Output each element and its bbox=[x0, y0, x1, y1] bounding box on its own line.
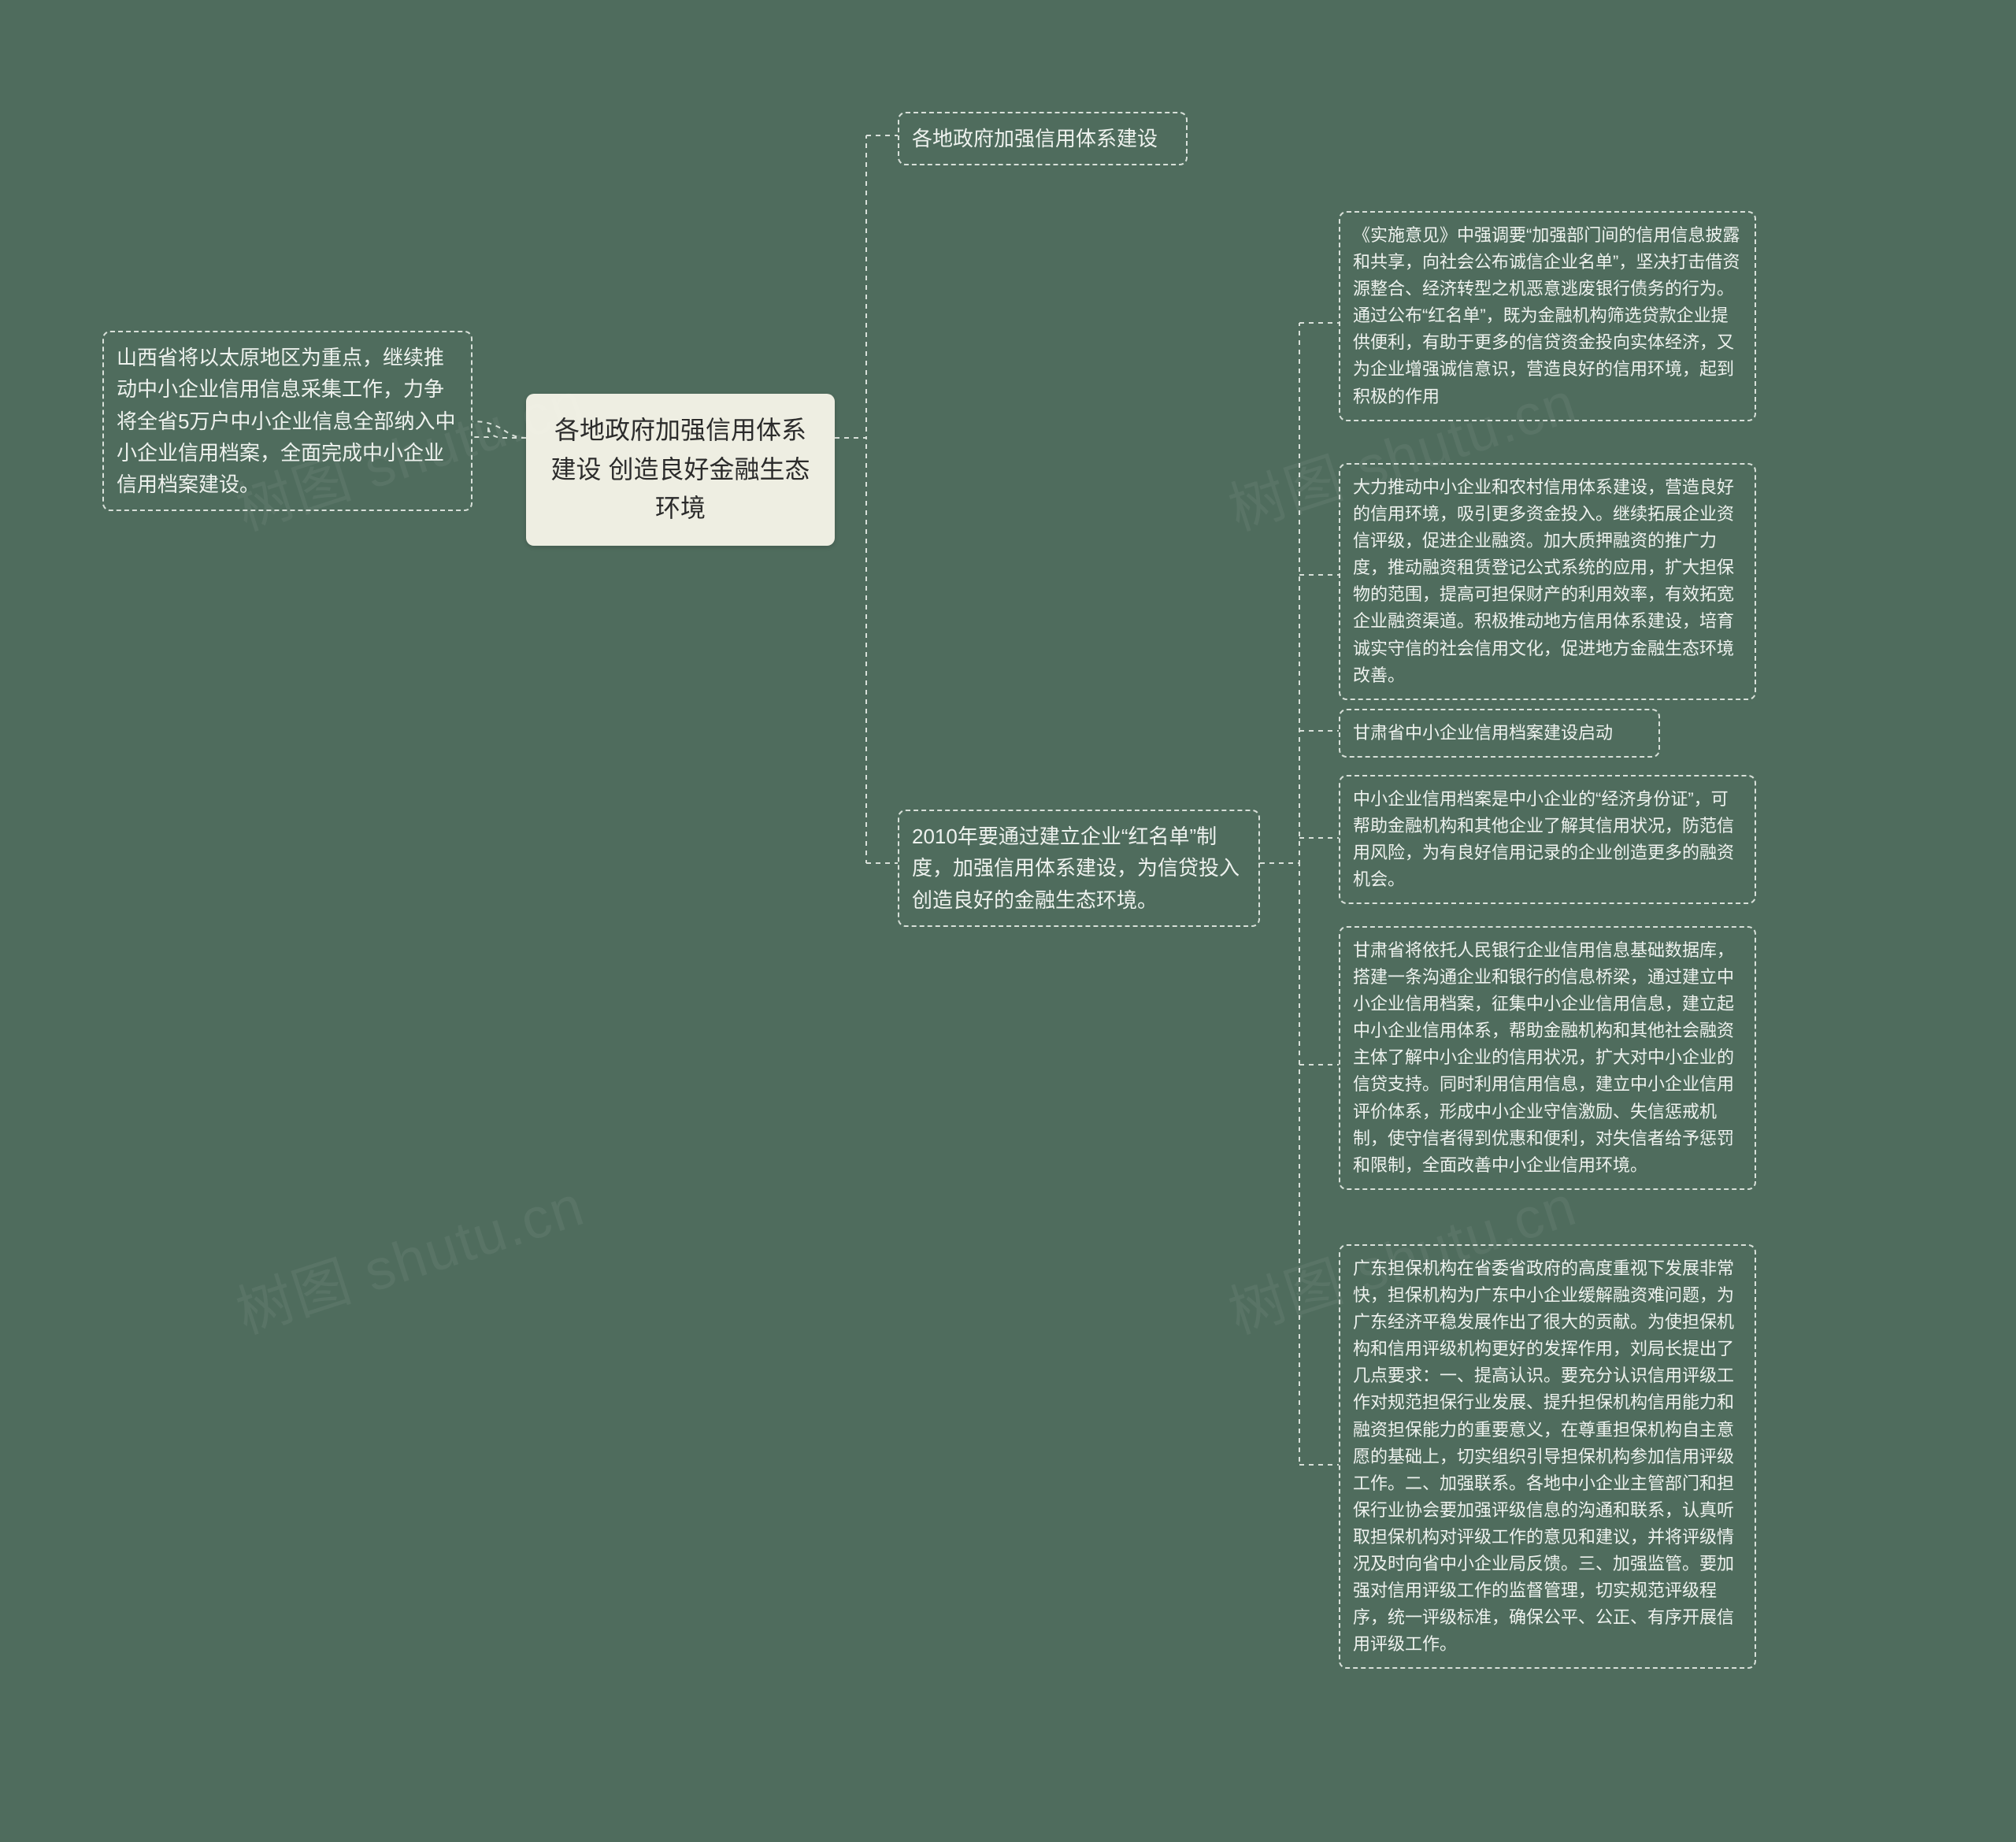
mindmap-leaf-2[interactable]: 大力推动中小企业和农村信用体系建设，营造良好的信用环境，吸引更多资金投入。继续拓… bbox=[1339, 463, 1756, 700]
mindmap-root[interactable]: 各地政府加强信用体系建设 创造良好金融生态环境 bbox=[526, 394, 835, 546]
mindmap-right-node-2[interactable]: 2010年要通过建立企业“红名单”制度，加强信用体系建设，为信贷投入创造良好的金… bbox=[898, 810, 1260, 927]
watermark: 树图 shutu.cn bbox=[224, 1159, 593, 1349]
mindmap-leaf-5[interactable]: 甘肃省将依托人民银行企业信用信息基础数据库，搭建一条沟通企业和银行的信息桥梁，通… bbox=[1339, 926, 1756, 1190]
mindmap-leaf-3[interactable]: 甘肃省中小企业信用档案建设启动 bbox=[1339, 709, 1660, 758]
mindmap-leaf-1[interactable]: 《实施意见》中强调要“加强部门间的信用信息披露和共享，向社会公布诚信企业名单”，… bbox=[1339, 211, 1756, 421]
mindmap-leaf-6[interactable]: 广东担保机构在省委省政府的高度重视下发展非常快，担保机构为广东中小企业缓解融资难… bbox=[1339, 1244, 1756, 1669]
mindmap-left-node[interactable]: 山西省将以太原地区为重点，继续推动中小企业信用信息采集工作，力争将全省5万户中小… bbox=[102, 331, 472, 511]
mindmap-right-node-1[interactable]: 各地政府加强信用体系建设 bbox=[898, 112, 1188, 165]
mindmap-leaf-4[interactable]: 中小企业信用档案是中小企业的“经济身份证”，可帮助金融机构和其他企业了解其信用状… bbox=[1339, 775, 1756, 904]
